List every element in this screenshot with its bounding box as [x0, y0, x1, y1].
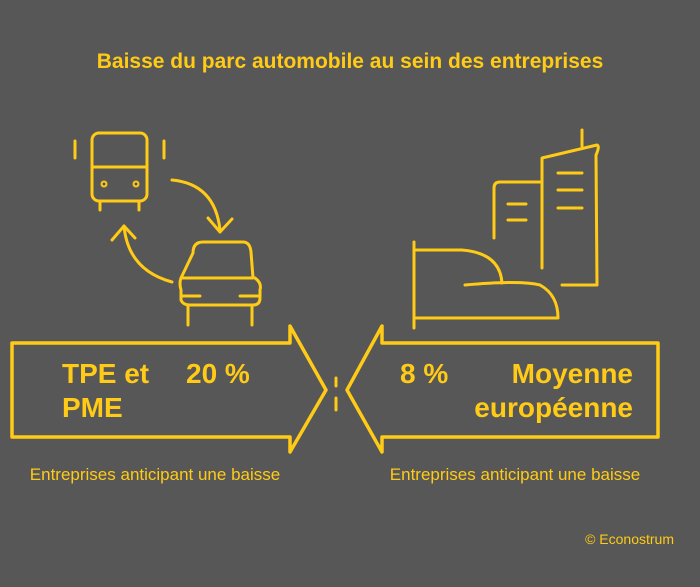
- left-label-line1: TPE et: [62, 358, 150, 389]
- bus-car-exchange-icon: [73, 131, 262, 327]
- right-label-line2: européenne: [474, 392, 633, 423]
- left-value: 20 %: [186, 358, 250, 389]
- left-caption: Entreprises anticipant une baisse: [29, 465, 281, 484]
- left-label-line2: PME: [62, 392, 123, 423]
- right-arrow-shape: [345, 324, 660, 454]
- left-label: TPE et PME: [62, 357, 149, 425]
- office-buildings-icon: [412, 128, 600, 330]
- credit: © Econostrum: [585, 531, 674, 547]
- left-arrow-shape: [10, 324, 328, 454]
- right-caption: Entreprises anticipant une baisse: [389, 465, 641, 484]
- right-label: Moyenne européenne: [474, 357, 633, 425]
- page-title: Baisse du parc automobile au sein des en…: [96, 50, 604, 73]
- right-value: 8 %: [400, 358, 449, 389]
- right-label-line1: Moyenne: [511, 358, 633, 389]
